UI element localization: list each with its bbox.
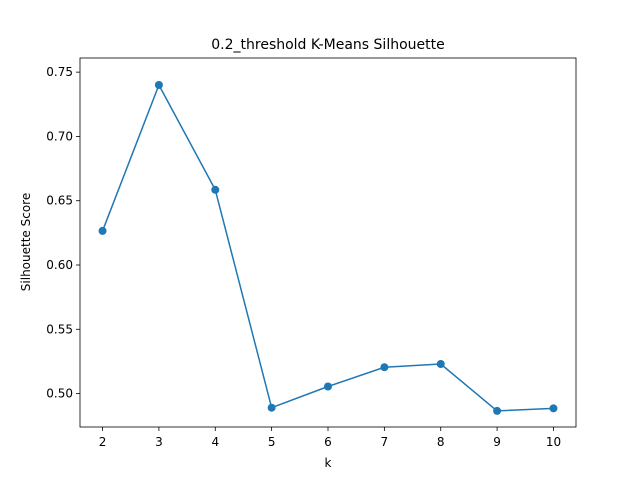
x-tick-label: 7 xyxy=(381,435,389,449)
x-axis-label: k xyxy=(325,456,332,470)
y-tick-label: 0.75 xyxy=(46,65,73,79)
chart-title: 0.2_threshold K-Means Silhouette xyxy=(211,37,444,53)
x-tick-label: 3 xyxy=(155,435,163,449)
data-point xyxy=(549,404,558,413)
data-point xyxy=(211,185,220,194)
data-point xyxy=(267,403,276,412)
x-tick-label: 4 xyxy=(211,435,219,449)
y-tick-label: 0.65 xyxy=(46,194,73,208)
y-axis-label: Silhouette Score xyxy=(19,193,33,291)
data-point xyxy=(436,360,445,368)
data-point xyxy=(154,81,163,89)
data-point xyxy=(98,226,107,235)
x-tick-label: 9 xyxy=(493,435,501,449)
x-tick-label: 8 xyxy=(437,435,445,449)
plot-area: 2 3 4 5 6 7 8 9 10 0.50 0.55 0.60 0.65 0.70 0.75 xyxy=(46,65,561,449)
x-tick-label: 6 xyxy=(324,435,332,449)
data-point xyxy=(380,363,389,372)
x-tick-label: 2 xyxy=(99,435,107,449)
data-point xyxy=(324,382,332,391)
y-tick-label: 0.50 xyxy=(46,387,73,401)
y-tick-label: 0.60 xyxy=(46,258,73,272)
x-tick-label: 5 xyxy=(268,435,276,449)
y-tick-label: 0.55 xyxy=(46,322,73,336)
plot-frame xyxy=(79,57,577,428)
data-point xyxy=(493,406,502,415)
x-tick-label: 10 xyxy=(546,435,561,449)
y-tick-label: 0.70 xyxy=(46,129,73,143)
